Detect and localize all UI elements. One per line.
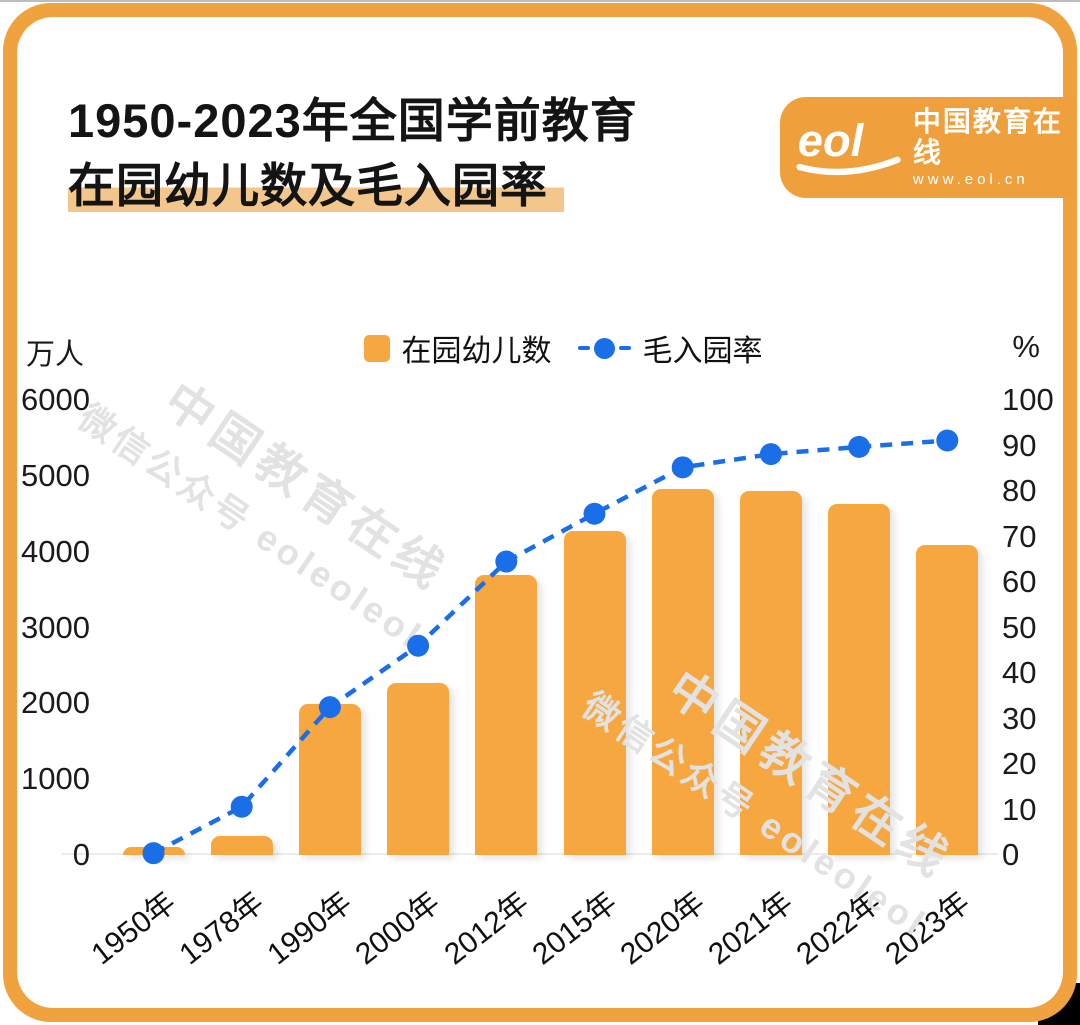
bar-1990年 (298, 704, 361, 855)
title-line-1: 1950-2023年全国学前教育 (68, 94, 638, 147)
right-axis-tick: 30 (1002, 700, 1037, 736)
right-axis-tick: 70 (1002, 518, 1037, 554)
bar-2012年 (475, 575, 538, 855)
right-axis-tick: 10 (1002, 791, 1037, 827)
brand-url: www.eol.cn (912, 170, 1029, 188)
title-line-2-highlighted: 在园幼儿数及毛入园率 (68, 159, 564, 212)
bar-1950年 (122, 847, 185, 855)
left-axis-tick: 2000 (21, 685, 90, 721)
right-axis-unit: % (1012, 329, 1040, 364)
right-axis-tick: 0 (1002, 837, 1020, 872)
right-axis-tick: 60 (1002, 564, 1037, 599)
left-axis-tick: 6000 (21, 382, 90, 417)
page-title: 1950-2023年全国学前教育 在园幼儿数及毛入园率 (68, 88, 638, 218)
screenshot-top-edge (0, 0, 1080, 2)
right-axis-tick: 20 (1002, 746, 1037, 781)
bar-1978年 (210, 836, 273, 855)
brand-name: 中国教育在线 (912, 105, 1063, 168)
legend-line-dot (593, 337, 615, 359)
eol-logo-icon: eol (796, 115, 901, 175)
legend: 在园幼儿数 毛入园率 (0, 326, 1080, 370)
eol-logo-badge: eol 中国教育在线 www.eol.cn (780, 97, 1076, 198)
legend-bar-swatch (363, 334, 390, 362)
right-axis-tick: 40 (1002, 655, 1037, 690)
legend-line-dash (618, 346, 631, 350)
bar-2000年 (387, 682, 450, 855)
right-axis-tick: 50 (1002, 609, 1037, 645)
right-axis-tick: 90 (1002, 427, 1037, 463)
eol-logo-script: eol (798, 115, 865, 166)
left-axis-tick: 0 (72, 837, 90, 872)
legend-line-marker (577, 337, 631, 359)
legend-line-label: 毛入园率 (642, 335, 763, 368)
right-axis-tick: 100 (1002, 382, 1054, 417)
left-axis-tick: 5000 (21, 457, 90, 493)
left-axis-tick: 3000 (21, 609, 90, 645)
left-axis-tick: 4000 (21, 533, 90, 569)
right-axis-tick: 80 (1002, 473, 1037, 508)
left-axis-unit: 万人 (26, 339, 85, 371)
legend-line-dash (577, 346, 590, 350)
left-axis-tick: 1000 (21, 761, 90, 797)
legend-bar-label: 在园幼儿数 (401, 335, 552, 368)
